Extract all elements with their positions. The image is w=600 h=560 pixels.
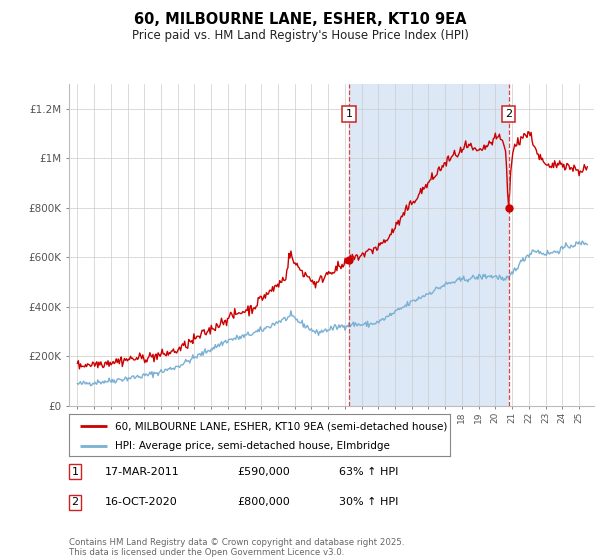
Text: 60, MILBOURNE LANE, ESHER, KT10 9EA (semi-detached house): 60, MILBOURNE LANE, ESHER, KT10 9EA (sem… [115,421,447,431]
Text: 30% ↑ HPI: 30% ↑ HPI [339,497,398,507]
Text: £590,000: £590,000 [237,466,290,477]
Text: 2: 2 [71,497,79,507]
Text: £800,000: £800,000 [237,497,290,507]
Text: 63% ↑ HPI: 63% ↑ HPI [339,466,398,477]
Text: 60, MILBOURNE LANE, ESHER, KT10 9EA: 60, MILBOURNE LANE, ESHER, KT10 9EA [134,12,466,27]
Text: 16-OCT-2020: 16-OCT-2020 [105,497,178,507]
Text: 1: 1 [71,466,79,477]
Text: Contains HM Land Registry data © Crown copyright and database right 2025.
This d: Contains HM Land Registry data © Crown c… [69,538,404,557]
Text: Price paid vs. HM Land Registry's House Price Index (HPI): Price paid vs. HM Land Registry's House … [131,29,469,42]
Text: 2: 2 [505,109,512,119]
Text: 17-MAR-2011: 17-MAR-2011 [105,466,180,477]
Bar [349,84,509,406]
Text: 1: 1 [346,109,353,119]
Text: HPI: Average price, semi-detached house, Elmbridge: HPI: Average price, semi-detached house,… [115,441,389,451]
